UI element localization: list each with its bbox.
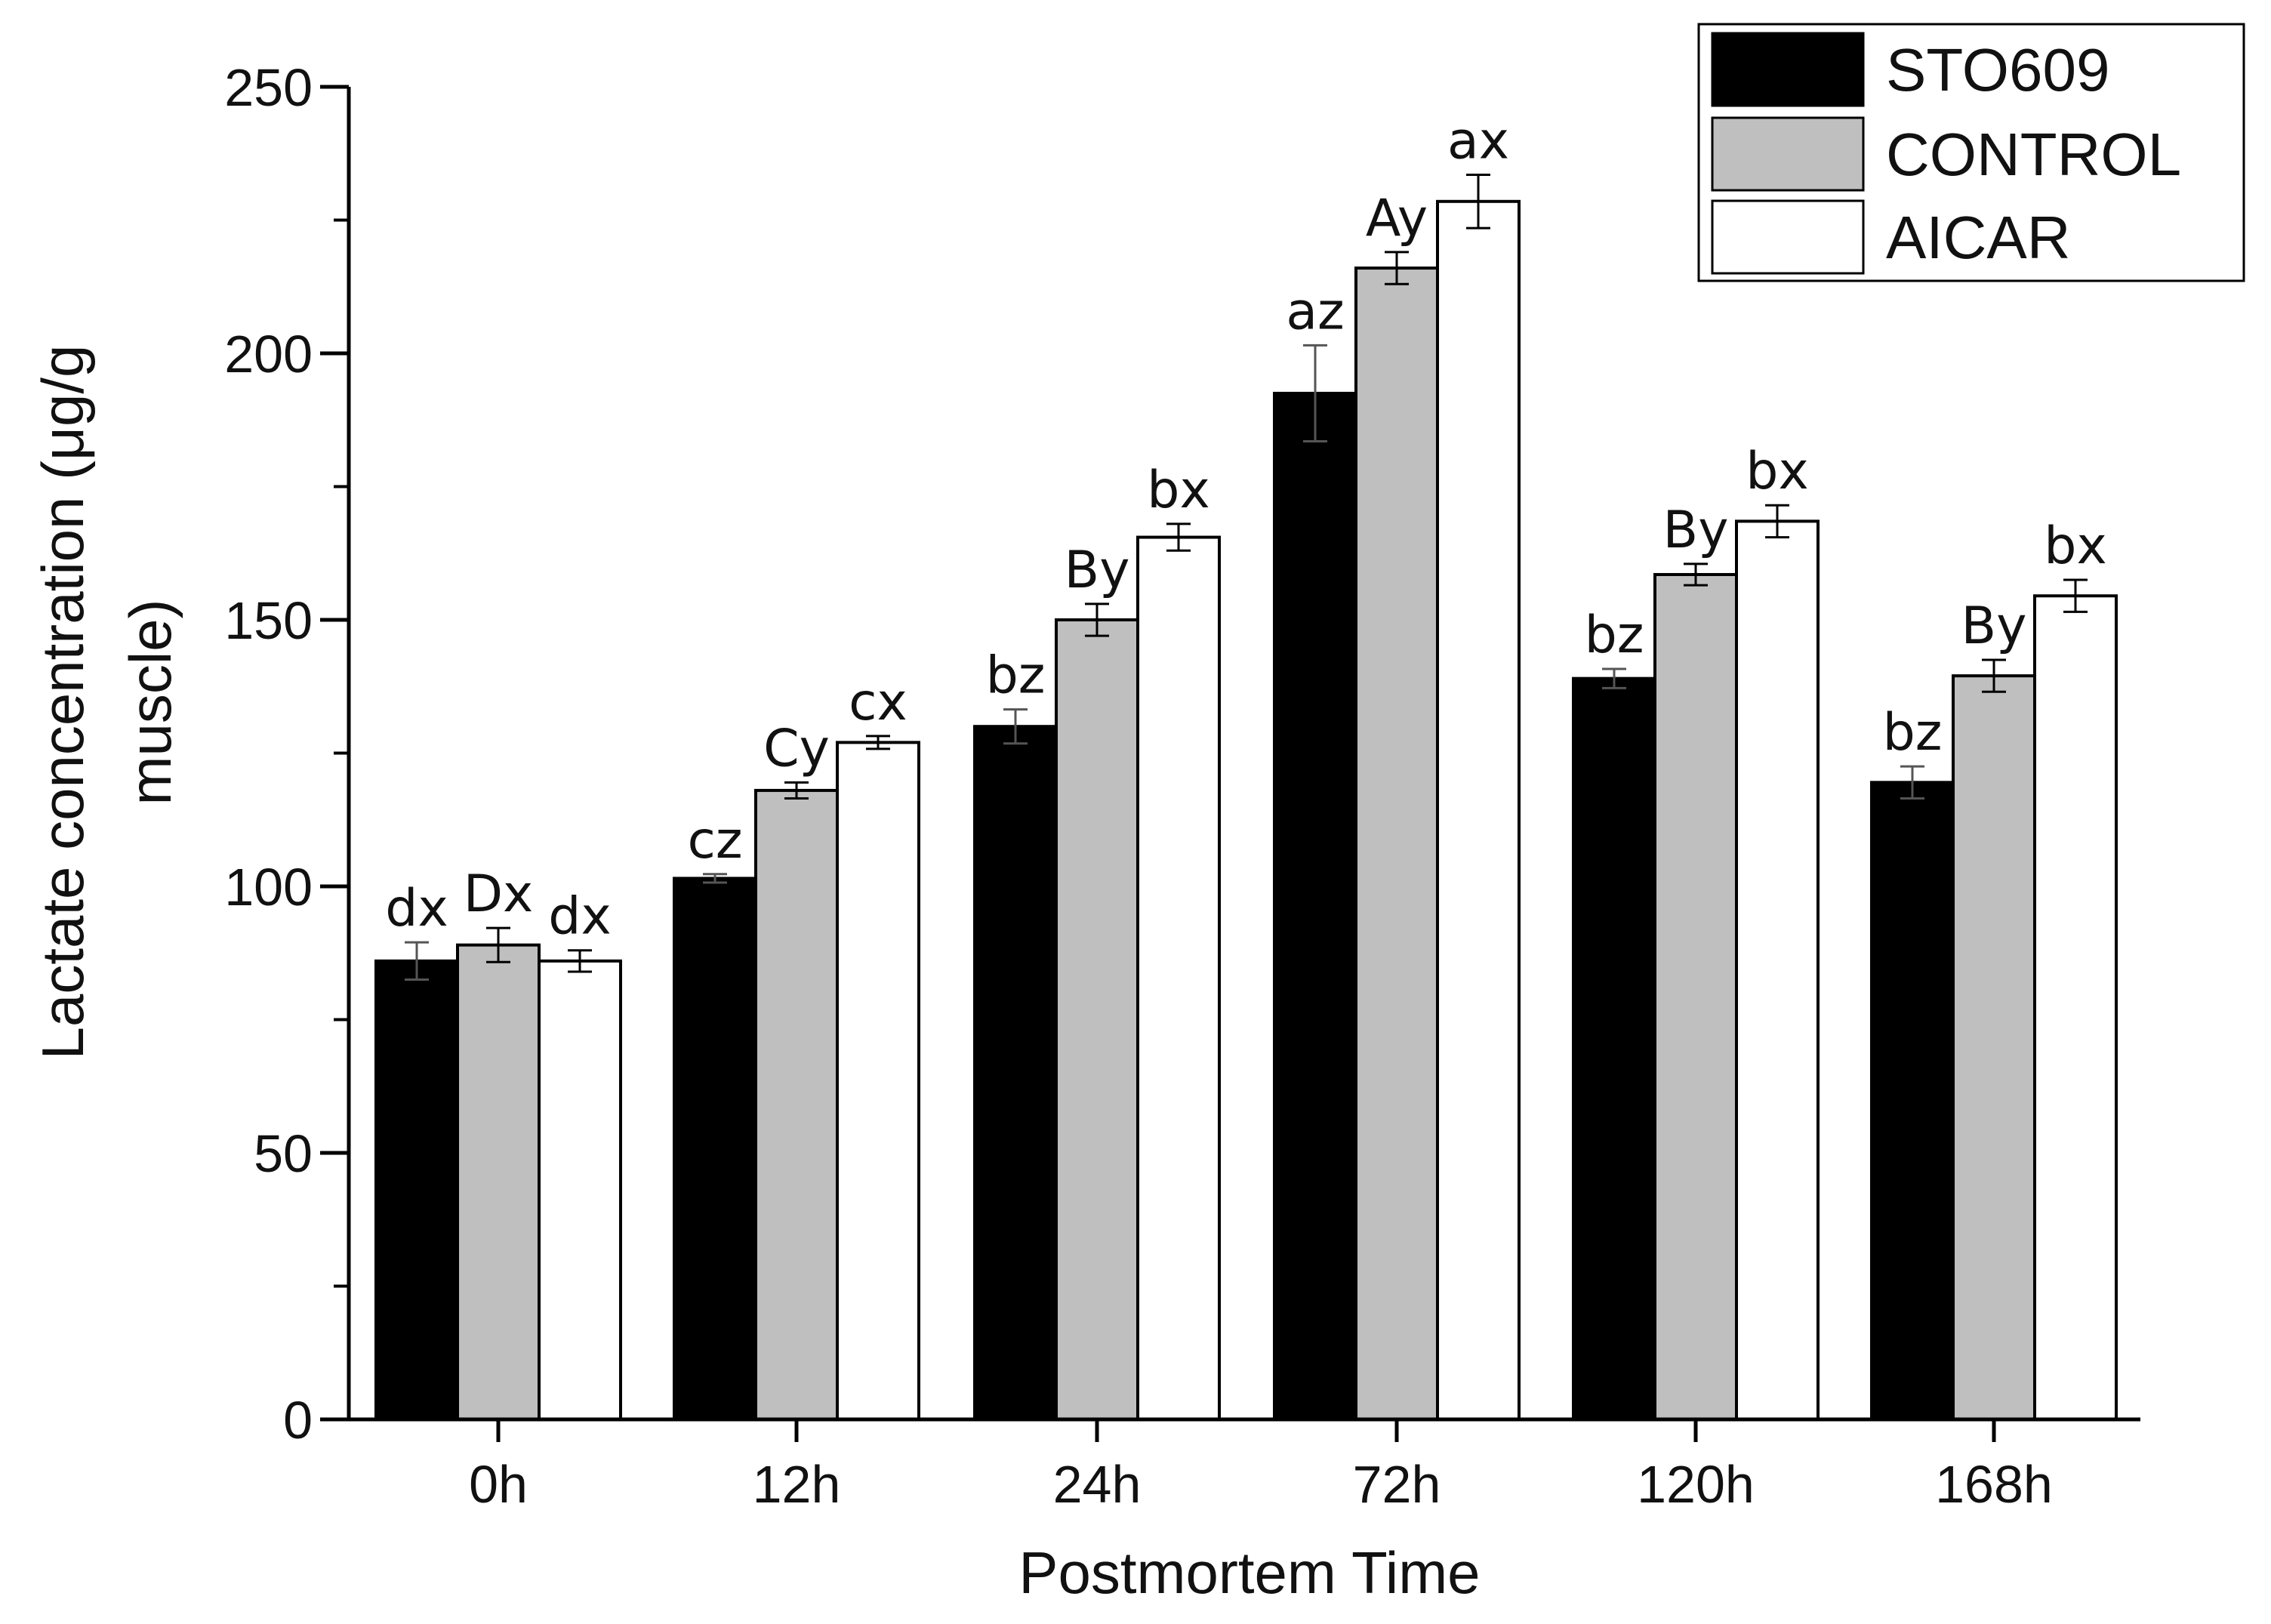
legend-label-aicar: AICAR bbox=[1886, 204, 2071, 271]
significance-label: bz bbox=[1883, 703, 1943, 763]
significance-label: bx bbox=[1147, 461, 1209, 520]
y-tick-label: 50 bbox=[254, 1124, 313, 1183]
bar-control-12h bbox=[754, 788, 839, 1422]
x-axis-title: Postmortem Time bbox=[1018, 1539, 1480, 1606]
bar-sto609-168h bbox=[1870, 781, 1955, 1421]
bar-sto609-120h bbox=[1572, 676, 1656, 1421]
legend-label-control: CONTROL bbox=[1886, 121, 2181, 188]
legend-label-sto609: STO609 bbox=[1886, 36, 2109, 103]
bar-control-120h bbox=[1653, 572, 1738, 1421]
significance-label: dx bbox=[385, 879, 448, 938]
significance-label: Cy bbox=[763, 719, 830, 778]
significance-label: Dx bbox=[464, 864, 534, 924]
legend: STO609 CONTROL AICAR bbox=[1697, 23, 2245, 282]
significance-label: By bbox=[1065, 541, 1130, 600]
significance-label: cx bbox=[849, 673, 907, 732]
y-axis-title: Lactate concentration (μg/g muscle) bbox=[29, 345, 183, 1060]
x-tick-label: 72h bbox=[1353, 1455, 1441, 1514]
bar-sto609-12h bbox=[673, 877, 757, 1422]
significance-label: By bbox=[1663, 501, 1729, 560]
legend-swatch-aicar bbox=[1711, 199, 1865, 275]
bar-control-0h bbox=[456, 943, 541, 1422]
significance-label: bx bbox=[1746, 442, 1808, 501]
significance-label: ax bbox=[1447, 111, 1509, 171]
bar-control-72h bbox=[1354, 267, 1439, 1421]
y-tick-label: 100 bbox=[224, 858, 313, 917]
significance-label: dx bbox=[548, 887, 611, 947]
legend-swatch-sto609 bbox=[1711, 32, 1865, 107]
bar-aicar-168h bbox=[2033, 594, 2118, 1421]
bar-aicar-0h bbox=[538, 959, 622, 1421]
bars-layer bbox=[374, 199, 2118, 1422]
significance-label: cz bbox=[687, 811, 742, 871]
y-ticks: 0 50 100 150 200 250 bbox=[224, 58, 349, 1450]
x-tick-label: 12h bbox=[753, 1455, 841, 1514]
significance-label: bz bbox=[1585, 606, 1644, 665]
y-tick-label: 250 bbox=[224, 58, 313, 117]
legend-swatch-control bbox=[1711, 116, 1865, 192]
y-tick-label: 150 bbox=[224, 591, 313, 650]
bar-sto609-24h bbox=[973, 725, 1058, 1421]
x-tick-label: 0h bbox=[469, 1455, 528, 1514]
bar-aicar-120h bbox=[1735, 519, 1820, 1421]
x-tick-label: 120h bbox=[1637, 1455, 1755, 1514]
y-axis-title-line-1: Lactate concentration (μg/g bbox=[29, 345, 96, 1060]
y-axis-title-line-2: muscle) bbox=[117, 599, 183, 805]
bar-aicar-12h bbox=[836, 741, 920, 1421]
significance-label: Ay bbox=[1366, 189, 1428, 248]
bar-control-24h bbox=[1055, 618, 1139, 1421]
error-bars-layer bbox=[405, 173, 2088, 981]
significance-label: bz bbox=[986, 646, 1046, 706]
significance-label: bx bbox=[2044, 516, 2106, 576]
x-ticks: 0h 12h 24h 72h 120h 168h bbox=[469, 1419, 2053, 1514]
y-tick-label: 0 bbox=[283, 1391, 313, 1450]
significance-label: By bbox=[1961, 596, 2027, 656]
bar-aicar-72h bbox=[1436, 199, 1521, 1421]
x-tick-label: 24h bbox=[1053, 1455, 1142, 1514]
bar-control-168h bbox=[1952, 674, 2036, 1421]
y-tick-label: 200 bbox=[224, 325, 313, 384]
bar-aicar-24h bbox=[1136, 535, 1221, 1422]
bar-sto609-0h bbox=[374, 959, 459, 1421]
x-tick-label: 168h bbox=[1935, 1455, 2053, 1514]
bar-sto609-72h bbox=[1273, 391, 1357, 1422]
significance-label: az bbox=[1286, 282, 1344, 341]
